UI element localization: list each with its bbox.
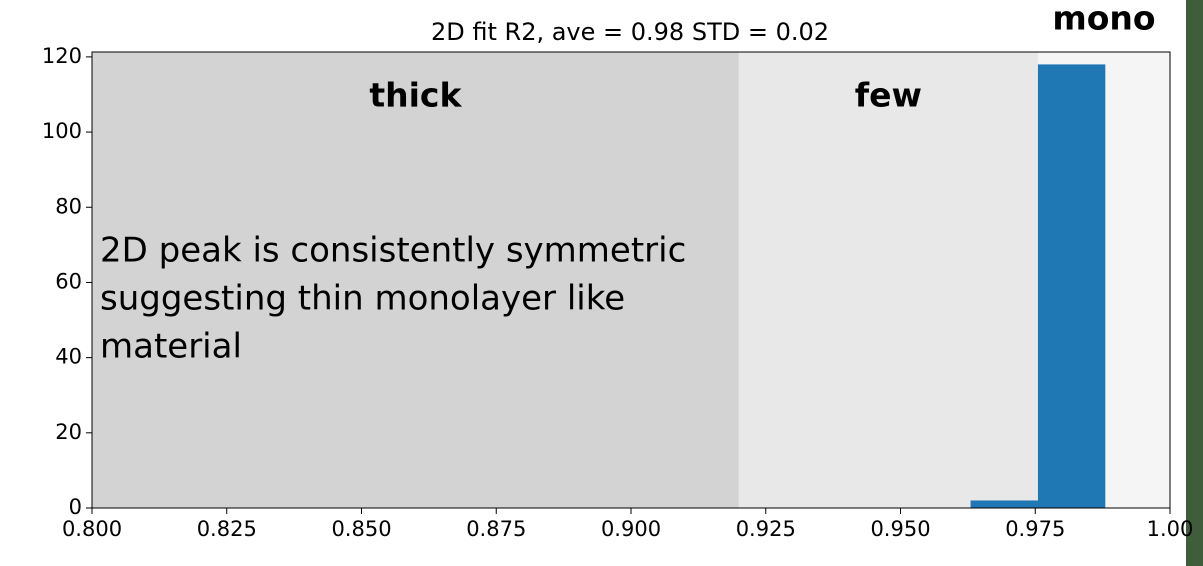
- x-tick-label: 1.00: [1147, 517, 1194, 541]
- x-tick-label: 0.975: [1005, 517, 1065, 541]
- chart: 2D fit R2, ave = 0.98 STD = 0.02 thick fe…: [0, 0, 1203, 566]
- y-tick-label: 40: [55, 345, 82, 369]
- region-band: [739, 52, 1038, 508]
- annotation-line: material: [100, 327, 242, 367]
- region-label: thick: [369, 76, 462, 115]
- region-label: mono: [1052, 0, 1155, 38]
- x-tick-label: 0.950: [870, 517, 930, 541]
- y-tick-label: 120: [42, 44, 82, 68]
- annotation-line: 2D peak is consistently symmetric: [100, 231, 686, 271]
- chart-title: 2D fit R2, ave = 0.98 STD = 0.02: [431, 18, 829, 46]
- x-tick-label: 0.875: [466, 517, 526, 541]
- y-tick-label: 100: [42, 119, 82, 143]
- y-tick-label: 80: [55, 194, 82, 218]
- x-tick-label: 0.850: [331, 517, 391, 541]
- x-tick-label: 0.900: [601, 517, 661, 541]
- y-tick-label: 0: [69, 495, 82, 519]
- y-tick-label: 20: [55, 420, 82, 444]
- region-label: few: [855, 76, 922, 115]
- x-tick-label: 0.800: [62, 517, 122, 541]
- background-photo-edge: [1186, 0, 1203, 566]
- y-tick-label: 60: [55, 269, 82, 293]
- bar: [1038, 64, 1105, 508]
- x-tick-label: 0.925: [736, 517, 796, 541]
- annotation-line: suggesting thin monolayer like: [100, 279, 625, 319]
- x-tick-label: 0.825: [197, 517, 257, 541]
- bar: [971, 500, 1038, 508]
